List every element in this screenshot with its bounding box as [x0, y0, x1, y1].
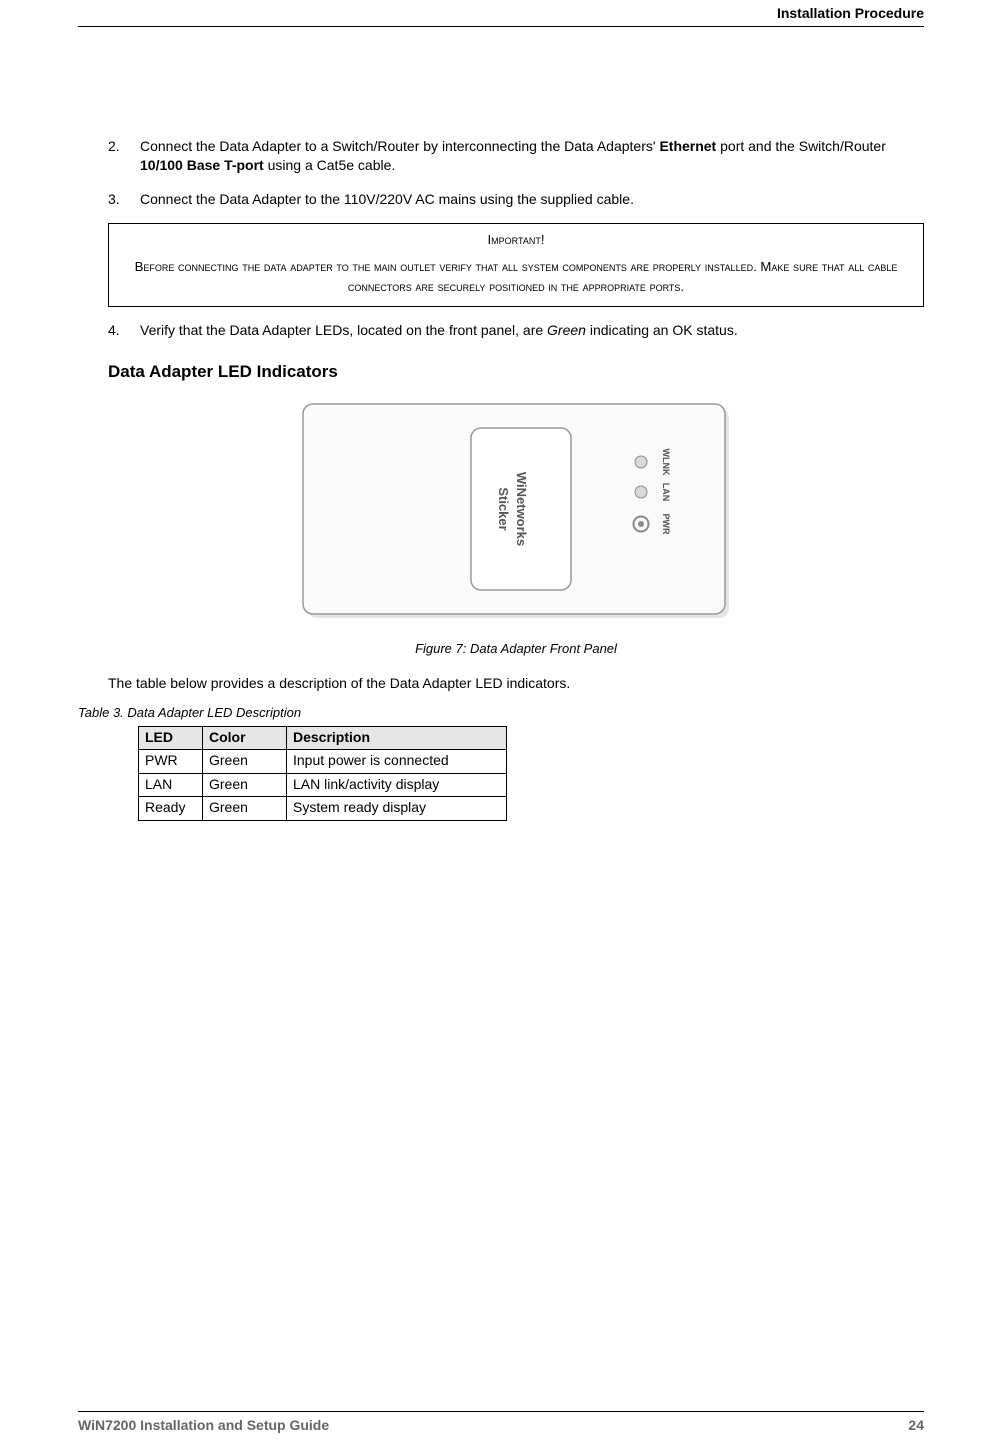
important-body: Before connecting the data adapter to th… [135, 259, 898, 294]
important-box: Important! Before connecting the data ad… [108, 223, 924, 306]
important-title: Important! [119, 230, 913, 250]
step-3: 3. Connect the Data Adapter to the 110V/… [108, 190, 924, 210]
step-4: 4. Verify that the Data Adapter LEDs, lo… [108, 321, 924, 341]
figure-wrap: WiNetworks Sticker WLNK LAN PWR [108, 402, 924, 626]
step-2: 2. Connect the Data Adapter to a Switch/… [108, 137, 924, 176]
led-label-pwr: PWR [661, 514, 671, 535]
table-header-row: LED Color Description [139, 726, 507, 750]
step-number: 4. [108, 321, 140, 341]
sticker-text-1: WiNetworks [514, 472, 529, 546]
page-header: Installation Procedure [78, 0, 924, 27]
table-row: PWR Green Input power is connected [139, 750, 507, 774]
footer-page: 24 [908, 1416, 924, 1436]
step-text: Connect the Data Adapter to the 110V/220… [140, 190, 924, 210]
table-caption: Table 3. Data Adapter LED Description [78, 704, 924, 722]
step-list: 2. Connect the Data Adapter to a Switch/… [108, 137, 924, 210]
led-table: LED Color Description PWR Green Input po… [138, 726, 507, 821]
step-text: Connect the Data Adapter to a Switch/Rou… [140, 137, 924, 176]
subheading: Data Adapter LED Indicators [108, 360, 924, 384]
step-text: Verify that the Data Adapter LEDs, locat… [140, 321, 924, 341]
table-row: Ready Green System ready display [139, 797, 507, 821]
header-section: Installation Procedure [777, 5, 924, 21]
table-row: LAN Green LAN link/activity display [139, 773, 507, 797]
sticker-text-2: Sticker [496, 487, 511, 530]
led-label-wlnk: WLNK [661, 449, 671, 476]
step-list-cont: 4. Verify that the Data Adapter LEDs, lo… [108, 321, 924, 341]
col-color: Color [203, 726, 287, 750]
page-content: 2. Connect the Data Adapter to a Switch/… [78, 27, 924, 821]
col-desc: Description [287, 726, 507, 750]
figure-caption: Figure 7: Data Adapter Front Panel [108, 640, 924, 658]
page-footer: WiN7200 Installation and Setup Guide 24 [78, 1411, 924, 1436]
table-intro: The table below provides a description o… [108, 674, 924, 694]
led-label-lan: LAN [661, 483, 671, 502]
data-adapter-figure: WiNetworks Sticker WLNK LAN PWR [301, 402, 731, 620]
step-number: 2. [108, 137, 140, 176]
footer-title: WiN7200 Installation and Setup Guide [78, 1416, 329, 1436]
col-led: LED [139, 726, 203, 750]
step-number: 3. [108, 190, 140, 210]
